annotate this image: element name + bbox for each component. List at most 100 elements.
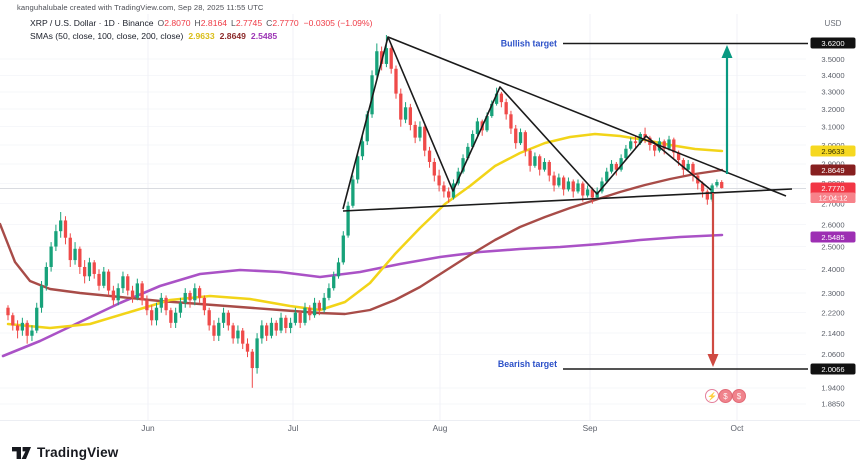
candle-body <box>370 75 374 115</box>
candle-body <box>365 114 369 142</box>
time-tick-label: Sep <box>583 423 598 433</box>
candle-body <box>490 103 494 117</box>
candle-body <box>288 322 293 328</box>
candle-body <box>111 290 116 301</box>
candle-body <box>169 310 173 323</box>
candle-body <box>518 132 523 144</box>
candle-body <box>226 312 230 326</box>
upper-trendline <box>387 36 787 197</box>
candle-body <box>164 297 168 311</box>
candle-body <box>427 150 432 162</box>
candle-body <box>130 290 135 298</box>
price-marker-label <box>810 37 856 49</box>
candlestick-series <box>6 35 724 388</box>
watermark-badge-glyph: $ <box>737 392 742 401</box>
candle-body <box>63 220 68 238</box>
candle-body <box>528 150 532 166</box>
candle-body <box>159 297 163 308</box>
candle-body <box>523 132 527 151</box>
lower-trendline <box>342 188 793 212</box>
candle-body <box>499 93 504 103</box>
candle-body <box>686 163 690 170</box>
price-marker-text: 2.0066 <box>821 365 844 374</box>
candle-body <box>332 276 336 289</box>
candle-body <box>269 322 274 336</box>
candle-body <box>720 182 724 189</box>
candle-body <box>174 312 178 323</box>
candle-body <box>102 271 106 286</box>
ohlc-key: L <box>231 18 236 28</box>
candle-body <box>221 312 226 323</box>
candle-body <box>255 338 259 369</box>
price-axis[interactable]: USD3.50003.40003.30003.20003.10003.00002… <box>810 19 856 409</box>
candle-body <box>547 161 551 176</box>
ohlc-value: 2.7770 <box>272 18 299 28</box>
candle-body <box>542 161 547 170</box>
candle-body <box>605 171 609 182</box>
candle-body <box>92 262 96 274</box>
candle-body <box>298 312 302 323</box>
candle-body <box>394 68 398 94</box>
candle-body <box>581 183 585 196</box>
price-tick-label: 3.3000 <box>821 88 844 97</box>
bearish-target-group: Bearish target <box>498 193 808 370</box>
candle-body <box>217 322 221 336</box>
sma-50-line <box>6 132 724 330</box>
candle-body <box>485 116 489 131</box>
candle-body <box>197 288 202 298</box>
candle-body <box>145 300 149 311</box>
price-tick-label: 2.0600 <box>821 350 844 359</box>
candle-body <box>403 107 408 120</box>
candle-body <box>442 185 446 192</box>
candle-body <box>236 330 240 339</box>
candle-body <box>188 292 192 301</box>
tradingview-logo-text: TradingView <box>37 445 119 460</box>
price-marker-text: 2.5485 <box>821 233 844 242</box>
candle-body <box>11 315 15 326</box>
down-arrowhead <box>707 354 719 367</box>
candle-body <box>39 285 44 308</box>
candle-body <box>538 156 542 170</box>
candle-body <box>54 231 58 247</box>
time-axis[interactable]: Jun Jul Aug Sep Oct <box>141 423 744 433</box>
candle-body <box>35 307 39 331</box>
watermark-badge-glyph: $ <box>723 392 728 401</box>
candle-body <box>293 312 298 323</box>
candle-body <box>265 325 269 336</box>
sma-label: SMAs (50, close, 100, close, 200, close) <box>30 31 184 41</box>
candle-body <box>375 51 379 76</box>
candle-body <box>44 266 48 286</box>
candle-body <box>399 93 403 120</box>
candle-body <box>312 302 317 316</box>
candle-body <box>585 189 590 196</box>
watermark-badges: ⚡ $ $ <box>705 389 746 403</box>
candle-body <box>413 124 417 138</box>
candle-body <box>643 133 647 138</box>
sma-100-line <box>0 168 724 316</box>
candle-body <box>619 158 623 170</box>
candle-body <box>207 310 211 326</box>
candle-body <box>600 181 604 192</box>
candle-body <box>336 262 341 277</box>
sma-value: 2.8649 <box>219 31 246 41</box>
candle-body <box>662 141 666 149</box>
grid-lines <box>0 14 860 421</box>
tradingview-logo[interactable]: TradingView <box>12 445 118 460</box>
candle-body <box>566 181 571 190</box>
candle-body <box>116 288 120 301</box>
candle-body <box>653 145 657 151</box>
candle-body <box>389 48 393 69</box>
candle-body <box>629 141 633 149</box>
price-tick-label: 2.1400 <box>821 329 844 338</box>
symbol-title: XRP / U.S. Dollar · 1D · Binance <box>30 18 154 28</box>
candle-body <box>418 126 422 138</box>
candle-body <box>193 288 197 301</box>
candle-body <box>494 93 499 104</box>
candle-body <box>245 343 250 352</box>
candle-body <box>557 177 561 186</box>
candle-body <box>308 307 312 316</box>
candle-body <box>676 152 681 161</box>
candle-body <box>303 307 307 323</box>
